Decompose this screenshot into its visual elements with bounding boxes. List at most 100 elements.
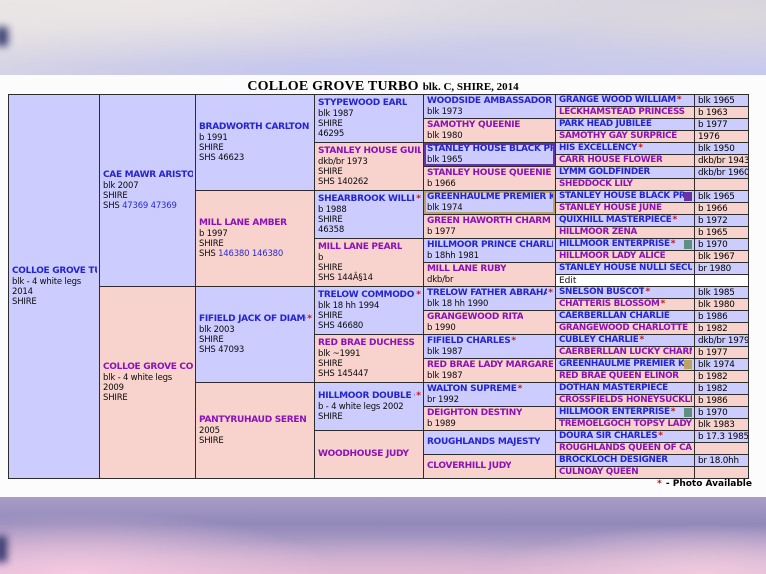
year-cell-28: b 17.3 1985 [695,431,749,443]
horse-name-link[interactable]: CAERBERLLAN CHARLIE [559,311,670,321]
horse-details: b 1966 [427,179,456,189]
horse-name-link[interactable]: LYMM GOLDFINDER [559,167,651,177]
horse-name-link[interactable]: COLLOE GROVE TURBO [12,266,97,276]
horse-name-link[interactable]: WOODHOUSE JUDY [318,449,409,459]
horse-name-link[interactable]: CAERBERLLAN LUCKY CHARM [559,347,692,357]
year-text: b 1970 [698,239,728,250]
horse-name-link[interactable]: STANLEY HOUSE JUNE [559,203,662,213]
horse-name-link[interactable]: GRANGEWOOD RITA [427,312,524,322]
horse-name-link[interactable]: SNELSON BUSCOT [559,287,645,297]
horse-name-link[interactable]: WOODSIDE AMBASSADOR [427,96,552,106]
horse-name-link[interactable]: CAE MAWR ARISTOCRAT [103,170,193,180]
horse-name-row: HILLMOOR ZENA [559,227,692,238]
horse-name-link[interactable]: SHEDDOCK LILY [559,179,633,189]
horse-name-link[interactable]: COLLOE GROVE CONNIE [103,362,193,372]
horse-name-link[interactable]: MILL LANE AMBER [199,218,287,228]
horse-name-link[interactable]: HILLMOOR PRINCE CHARLES [427,240,553,250]
horse-name-link[interactable]: RED BRAE DUCHESS [318,338,415,348]
pedigree-cell-gen3-6: HILLMOOR DOUBLE COIN*b - 4 white legs 20… [315,383,424,431]
horse-details: b 1990 [427,323,456,333]
horse-name-link[interactable]: GREENHAULME PREMIER KING [559,359,684,369]
horse-name-link[interactable]: LECKHAMSTEAD PRINCESS [559,107,685,117]
horse-name-link[interactable]: FIFIELD CHARLES [427,336,511,346]
pedigree-cell-gen5-27: TREMOELGOCH TOPSY LADY [556,419,695,431]
horse-name-link[interactable]: BRADWORTH CARLTON [199,122,310,132]
horse-name-row: GRANGEWOOD CHARLOTTE [559,323,692,334]
pedigree-cell-gen5-13: HILLMOOR LADY ALICE [556,251,695,263]
year-text: b 1965 [698,227,728,238]
horse-name-link[interactable]: SAMOTHY QUEENIE [427,120,521,130]
horse-name-link[interactable]: GRANGEWOOD CHARLOTTE [559,323,688,333]
horse-name-link[interactable]: DEIGHTON DESTINY [427,408,523,418]
horse-name-row: RED BRAE DUCHESS [318,338,421,349]
horse-name-link[interactable]: HILLMOOR DOUBLE COIN [318,391,415,401]
photo-star-icon: * [670,239,676,249]
horse-name-row: GRANGE WOOD WILLIAM * [559,95,692,106]
horse-name-link[interactable]: PARK HEAD JUBILEE [559,119,652,129]
horse-name-link[interactable]: HILLMOOR ENTERPRISE [559,407,670,417]
horse-name-row: TRELOW COMMODORE* [318,290,421,301]
horse-name-link[interactable]: PANTYRUHAUD SEREN [199,415,307,425]
duplicate-marker-icon [684,360,692,369]
pedigree-cell-gen4-12: WALTON SUPREME * br 1992 [424,383,556,407]
horse-name-link[interactable]: STANLEY HOUSE BLACK PRINCE [559,191,684,201]
horse-name-link[interactable]: BROCKLOCH DESIGNER [559,455,668,465]
pedigree-cell-gen5-10: QUIXHILL MASTERPIECE * [556,215,695,227]
horse-details: SHIRE [103,191,128,201]
horse-name-link[interactable]: FIFIELD JACK OF DIAMONDS [199,314,306,324]
horse-name-link[interactable]: CARR HOUSE FLOWER [559,155,663,165]
photo-star-icon: * [676,95,682,105]
horse-name-link[interactable]: RED BRAE QUEEN ELINOR [559,371,679,381]
horse-name-link[interactable]: MILL LANE PEARL [318,242,403,252]
horse-name-row: HIS EXCELLENCY * [559,143,692,154]
horse-name-link[interactable]: CUBLEY CHARLIE [559,335,639,345]
horse-name-link[interactable]: HILLMOOR ENTERPRISE [559,239,670,249]
horse-details: br 1992 [427,395,459,405]
horse-details: 46295 [318,129,345,139]
horse-name-link[interactable]: DOURA SIR CHARLES [559,431,658,441]
pedigree-cell-gen5-6: LYMM GOLDFINDER [556,167,695,179]
horse-name-link[interactable]: RED BRAE LADY MARGARET [427,360,553,370]
horse-name-link[interactable]: ROUGHLANDS MAJESTY [427,437,541,447]
pedigree-cell-gen5-0: GRANGE WOOD WILLIAM * [556,95,695,107]
registration-number-link[interactable]: 47369 47369 [122,201,177,211]
horse-name-link[interactable]: ROUGHLANDS QUEEN OF CARRON [559,443,692,453]
horse-name-link[interactable]: STANLEY HOUSE BLACK PRINCE [427,144,553,154]
horse-name-link[interactable]: STANLEY HOUSE QUEENIE [427,168,552,178]
horse-name-link[interactable]: GRANGE WOOD WILLIAM [559,95,676,105]
horse-name-row: HILLMOOR LADY ALICE [559,251,692,262]
horse-name-link[interactable]: SAMOTHY GAY SURPRICE [559,131,678,141]
horse-name-link[interactable]: STANLEY HOUSE NULLI SECUNDUS [559,263,692,273]
horse-name-link[interactable]: DOTHAN MASTERPIECE [559,383,668,393]
horse-name-link[interactable]: CROSSFIELDS HONEYSUCKLE [559,395,692,405]
year-text: b 1970 [698,407,728,418]
horse-name-link[interactable]: WALTON SUPREME [427,384,517,394]
horse-name-link[interactable]: CULNOAY QUEEN [559,467,639,477]
horse-name-link[interactable]: HILLMOOR ZENA [559,227,638,237]
horse-name-link[interactable]: STANLEY HOUSE GUILDA [318,146,421,156]
horse-name-link[interactable]: TRELOW FATHER ABRAHAM [427,288,548,298]
horse-name-link[interactable]: TRELOW COMMODORE [318,290,415,300]
horse-details: b 1988 [318,205,347,215]
horse-details: SHS 46680 [318,321,364,331]
year-cell-27: blk 1983 [695,419,749,431]
horse-name-link[interactable]: TREMOELGOCH TOPSY LADY [559,419,692,429]
pedigree-cell-gen5-28: DOURA SIR CHARLES * [556,431,695,443]
horse-name-row: MILL LANE AMBER [199,218,312,229]
horse-name-link[interactable]: HIS EXCELLENCY [559,143,638,153]
horse-name-link[interactable]: HILLMOOR LADY ALICE [559,251,666,261]
registration-number-link[interactable]: 146380 146380 [218,249,284,259]
horse-name-link[interactable]: CLOVERHILL JUDY [427,461,512,471]
edit-link[interactable]: Edit [559,275,577,286]
pedigree-cell-gen4-2: STANLEY HOUSE BLACK PRINCEblk 1965 [424,143,556,167]
year-text: dkb/br 1960 [698,167,749,178]
title-bar: COLLOE GROVE TURBO blk. C, SHIRE, 2014 [0,75,766,96]
pedigree-cell-gen5-18: CAERBERLLAN CHARLIE [556,311,695,323]
horse-name-link[interactable]: GREEN HAWORTH CHARM [427,216,551,226]
horse-name-link[interactable]: MILL LANE RUBY [427,264,507,274]
horse-name-link[interactable]: CHATTERIS BLOSSOM [559,299,660,309]
horse-name-link[interactable]: SHEARBROOK WILLIAM [318,194,415,204]
horse-name-link[interactable]: GREENHAULME PREMIER KING [427,192,553,202]
horse-name-link[interactable]: QUIXHILL MASTERPIECE [559,215,672,225]
horse-name-link[interactable]: STYPEWOOD EARL [318,98,408,108]
